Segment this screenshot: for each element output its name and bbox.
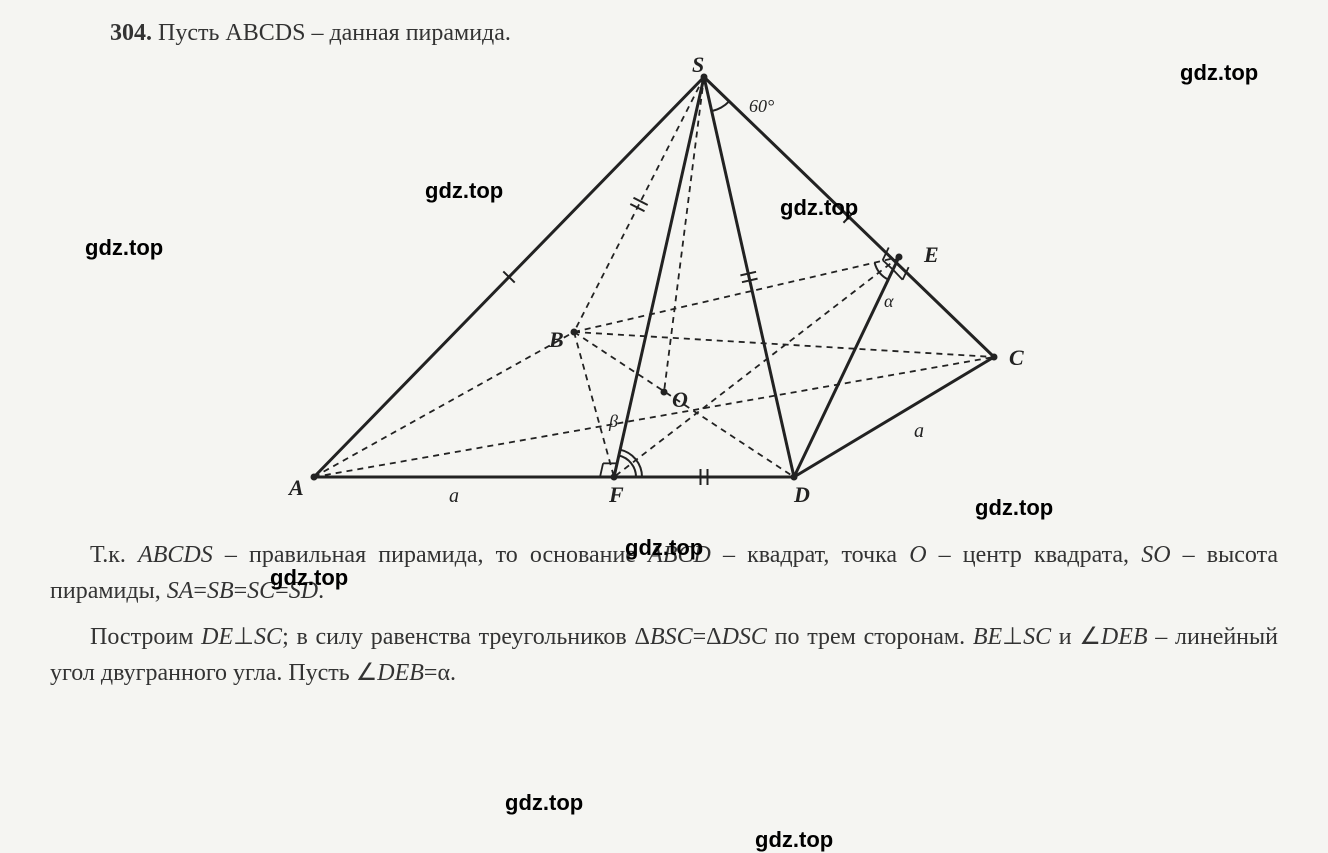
watermark: gdz.top <box>270 565 348 591</box>
watermark: gdz.top <box>1180 60 1258 86</box>
svg-text:E: E <box>923 242 939 267</box>
watermark: gdz.top <box>505 790 583 816</box>
watermark: gdz.top <box>425 178 503 204</box>
paragraph: Построим DE⊥SC; в силу равенства треугол… <box>50 619 1278 691</box>
svg-text:A: A <box>287 475 304 500</box>
watermark: gdz.top <box>755 827 833 853</box>
problem-statement: Пусть ABCDS – данная пирамида. <box>158 20 511 46</box>
svg-text:C: C <box>1009 345 1024 370</box>
watermark: gdz.top <box>780 195 858 221</box>
svg-text:α: α <box>884 291 894 311</box>
pyramid-diagram: S A B C D E F O 60° α β a a <box>214 57 1114 527</box>
svg-text:a: a <box>449 485 459 507</box>
svg-text:β: β <box>608 411 618 431</box>
watermark: gdz.top <box>85 235 163 261</box>
svg-text:F: F <box>608 482 624 507</box>
svg-text:S: S <box>692 57 704 77</box>
problem-number: 304. <box>110 20 152 46</box>
page-container: 304. Пусть ABCDS – данная пирамида. S A B C… <box>0 0 1328 851</box>
svg-text:O: O <box>672 387 688 412</box>
svg-text:B: B <box>548 327 564 352</box>
diagram-svg: S A B C D E F O 60° α β a a <box>214 57 1114 527</box>
watermark: gdz.top <box>975 495 1053 521</box>
svg-text:a: a <box>914 420 924 442</box>
svg-text:60°: 60° <box>749 96 774 116</box>
problem-header: 304. Пусть ABCDS – данная пирамида. <box>110 20 1278 47</box>
watermark: gdz.top <box>625 535 703 561</box>
svg-text:D: D <box>793 482 810 507</box>
